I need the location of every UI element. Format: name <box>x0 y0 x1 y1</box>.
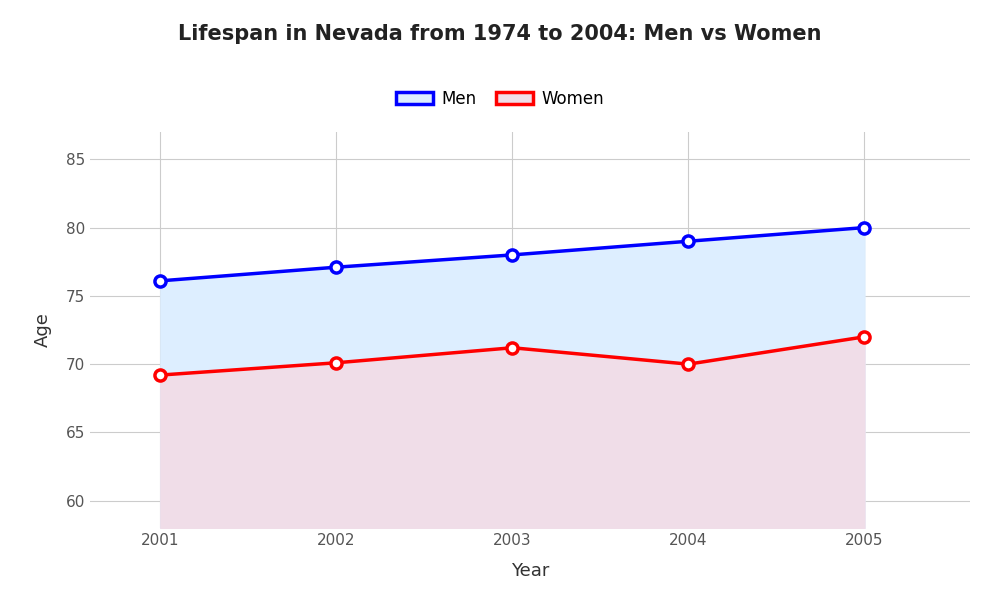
Legend: Men, Women: Men, Women <box>389 83 611 115</box>
X-axis label: Year: Year <box>511 562 549 580</box>
Y-axis label: Age: Age <box>34 313 52 347</box>
Text: Lifespan in Nevada from 1974 to 2004: Men vs Women: Lifespan in Nevada from 1974 to 2004: Me… <box>178 24 822 44</box>
